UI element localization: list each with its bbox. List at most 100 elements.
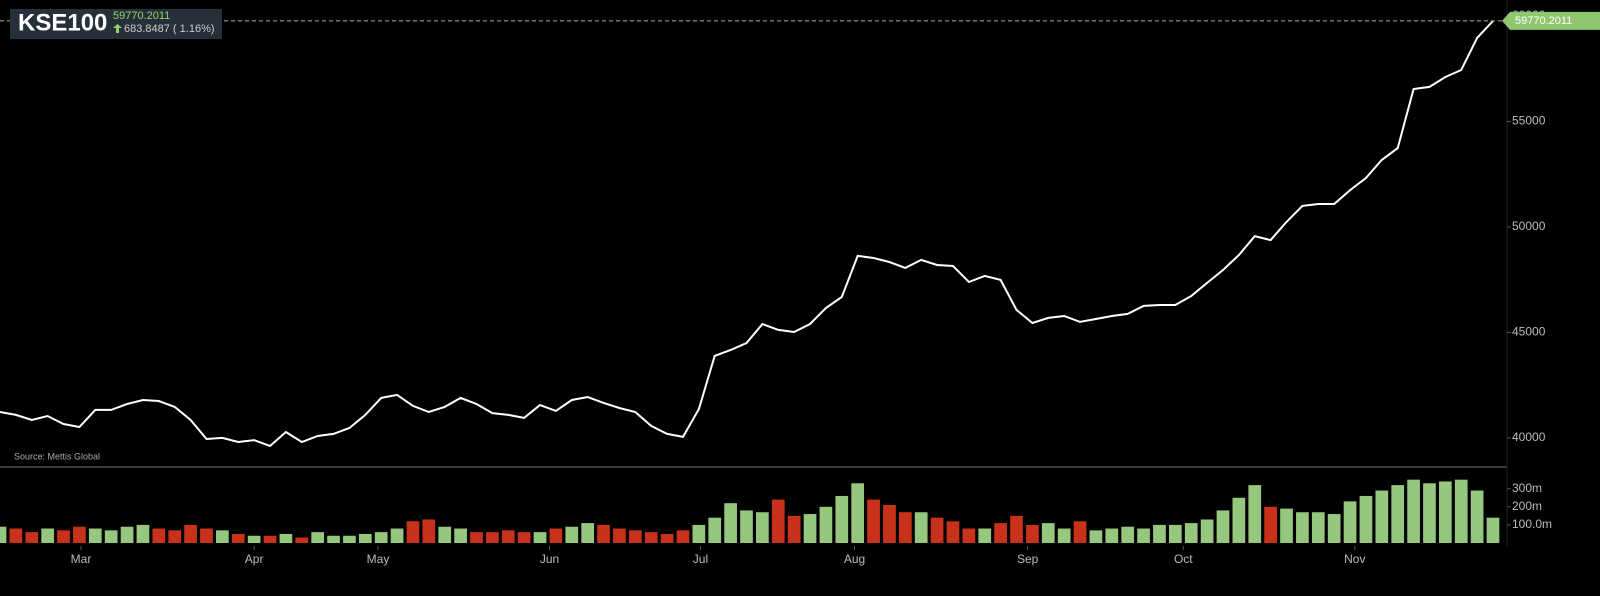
volume-bar [1216, 510, 1230, 543]
volume-bar [994, 523, 1007, 543]
volume-bar [565, 526, 579, 543]
x-tick-label: Mar [71, 552, 92, 566]
volume-bar [1200, 519, 1214, 543]
marks: 400004500050000550006000059770.2011100.0… [0, 8, 1600, 566]
volume-bar [390, 528, 404, 543]
volume-bar [311, 532, 325, 543]
volume-bar [533, 532, 547, 543]
volume-bar [851, 483, 865, 543]
x-tick-label: Jun [540, 552, 559, 566]
volume-bar [1089, 530, 1103, 543]
volume-bar [1105, 528, 1119, 543]
last-price: 59770.2011 [113, 10, 170, 22]
volume-bar [1311, 512, 1325, 543]
volume-bar [486, 532, 499, 543]
y-tick-label: 45000 [1512, 325, 1546, 339]
volume-bar [470, 532, 483, 543]
volume-bar [644, 532, 658, 543]
up-arrow [113, 24, 122, 33]
volume-bar [231, 533, 245, 543]
volume-bar [454, 528, 467, 543]
volume-bar [676, 530, 690, 543]
volume-bar [1137, 528, 1150, 543]
source: Source: Mettis Global [14, 451, 100, 461]
volume-bar [343, 535, 356, 543]
volume-bar [1248, 485, 1262, 543]
volume-bar [597, 524, 610, 543]
volume-bar [930, 517, 944, 543]
change: 683.8487 ( 1.16%) [124, 23, 215, 35]
volume-bar [835, 495, 849, 543]
volume-bar [247, 535, 261, 543]
x-tick-label: Aug [844, 552, 865, 566]
x-tick-label: Nov [1344, 552, 1365, 566]
volume-bar [438, 526, 452, 543]
volume-bar [1010, 515, 1023, 543]
volume-bar [962, 528, 976, 543]
volume-bar [708, 517, 722, 543]
volume-bar [406, 521, 420, 543]
volume-bar [501, 530, 515, 543]
volume-bar [295, 537, 309, 543]
volume-bar [88, 528, 102, 543]
volume-bar [184, 524, 197, 543]
volume-bar [1438, 481, 1452, 543]
y-tick-label: 55000 [1512, 114, 1546, 128]
volume-bar [628, 530, 642, 543]
volume-bar [327, 535, 340, 543]
volume-bar [1486, 517, 1500, 543]
x-tick-label: May [367, 552, 390, 566]
volume-bar [517, 532, 531, 543]
volume-bar [9, 528, 23, 543]
y-tick-label: 100.0m [1512, 517, 1552, 531]
volume-bar [787, 515, 801, 543]
volume-bar [803, 514, 817, 543]
volume-bar [1407, 479, 1420, 543]
volume-bar [200, 528, 213, 543]
x-tick-label: Sep [1017, 552, 1039, 566]
volume-bar [549, 528, 563, 543]
volume-bar [168, 530, 182, 543]
volume-bar [104, 530, 118, 543]
volume-bar [1232, 497, 1246, 543]
volume-bar [692, 524, 706, 543]
volume-bar [358, 533, 372, 543]
volume-bar [978, 528, 992, 543]
volume-bar [263, 535, 277, 543]
volume-bar [1343, 501, 1357, 543]
volume-bar [136, 524, 150, 543]
volume-bar [660, 533, 674, 543]
volume-bar [1454, 479, 1468, 543]
volume-bar [1168, 524, 1182, 543]
volume-bar [883, 505, 896, 543]
volume-bar [1264, 506, 1277, 543]
volume-bar [1375, 490, 1389, 543]
last-price-tag-label: 59770.2011 [1515, 15, 1572, 27]
volume-bar [581, 523, 595, 543]
volume-bar [25, 532, 39, 543]
volume-bar [0, 526, 7, 543]
volume-bar [867, 499, 880, 543]
y-tick-label: 200m [1512, 499, 1542, 513]
y-tick-label: 40000 [1512, 430, 1546, 444]
price-line [0, 20, 1494, 448]
volume-bar [374, 532, 388, 543]
volume-bar [724, 503, 737, 543]
volume-bar [740, 510, 753, 543]
volume-bar [1153, 524, 1166, 543]
volume-bar [914, 512, 928, 543]
x-tick-label: Apr [245, 552, 264, 566]
y-tick-label: 50000 [1512, 219, 1546, 233]
volume-bar [216, 530, 229, 543]
volume-bar [1470, 490, 1484, 543]
volume-bar [613, 528, 626, 543]
volume-bar [57, 530, 70, 543]
volume-bar [1184, 523, 1198, 543]
volume-bar [279, 533, 293, 543]
volume-bar [1296, 512, 1309, 543]
volume-bar [1359, 495, 1373, 543]
volume-bar [73, 526, 86, 543]
